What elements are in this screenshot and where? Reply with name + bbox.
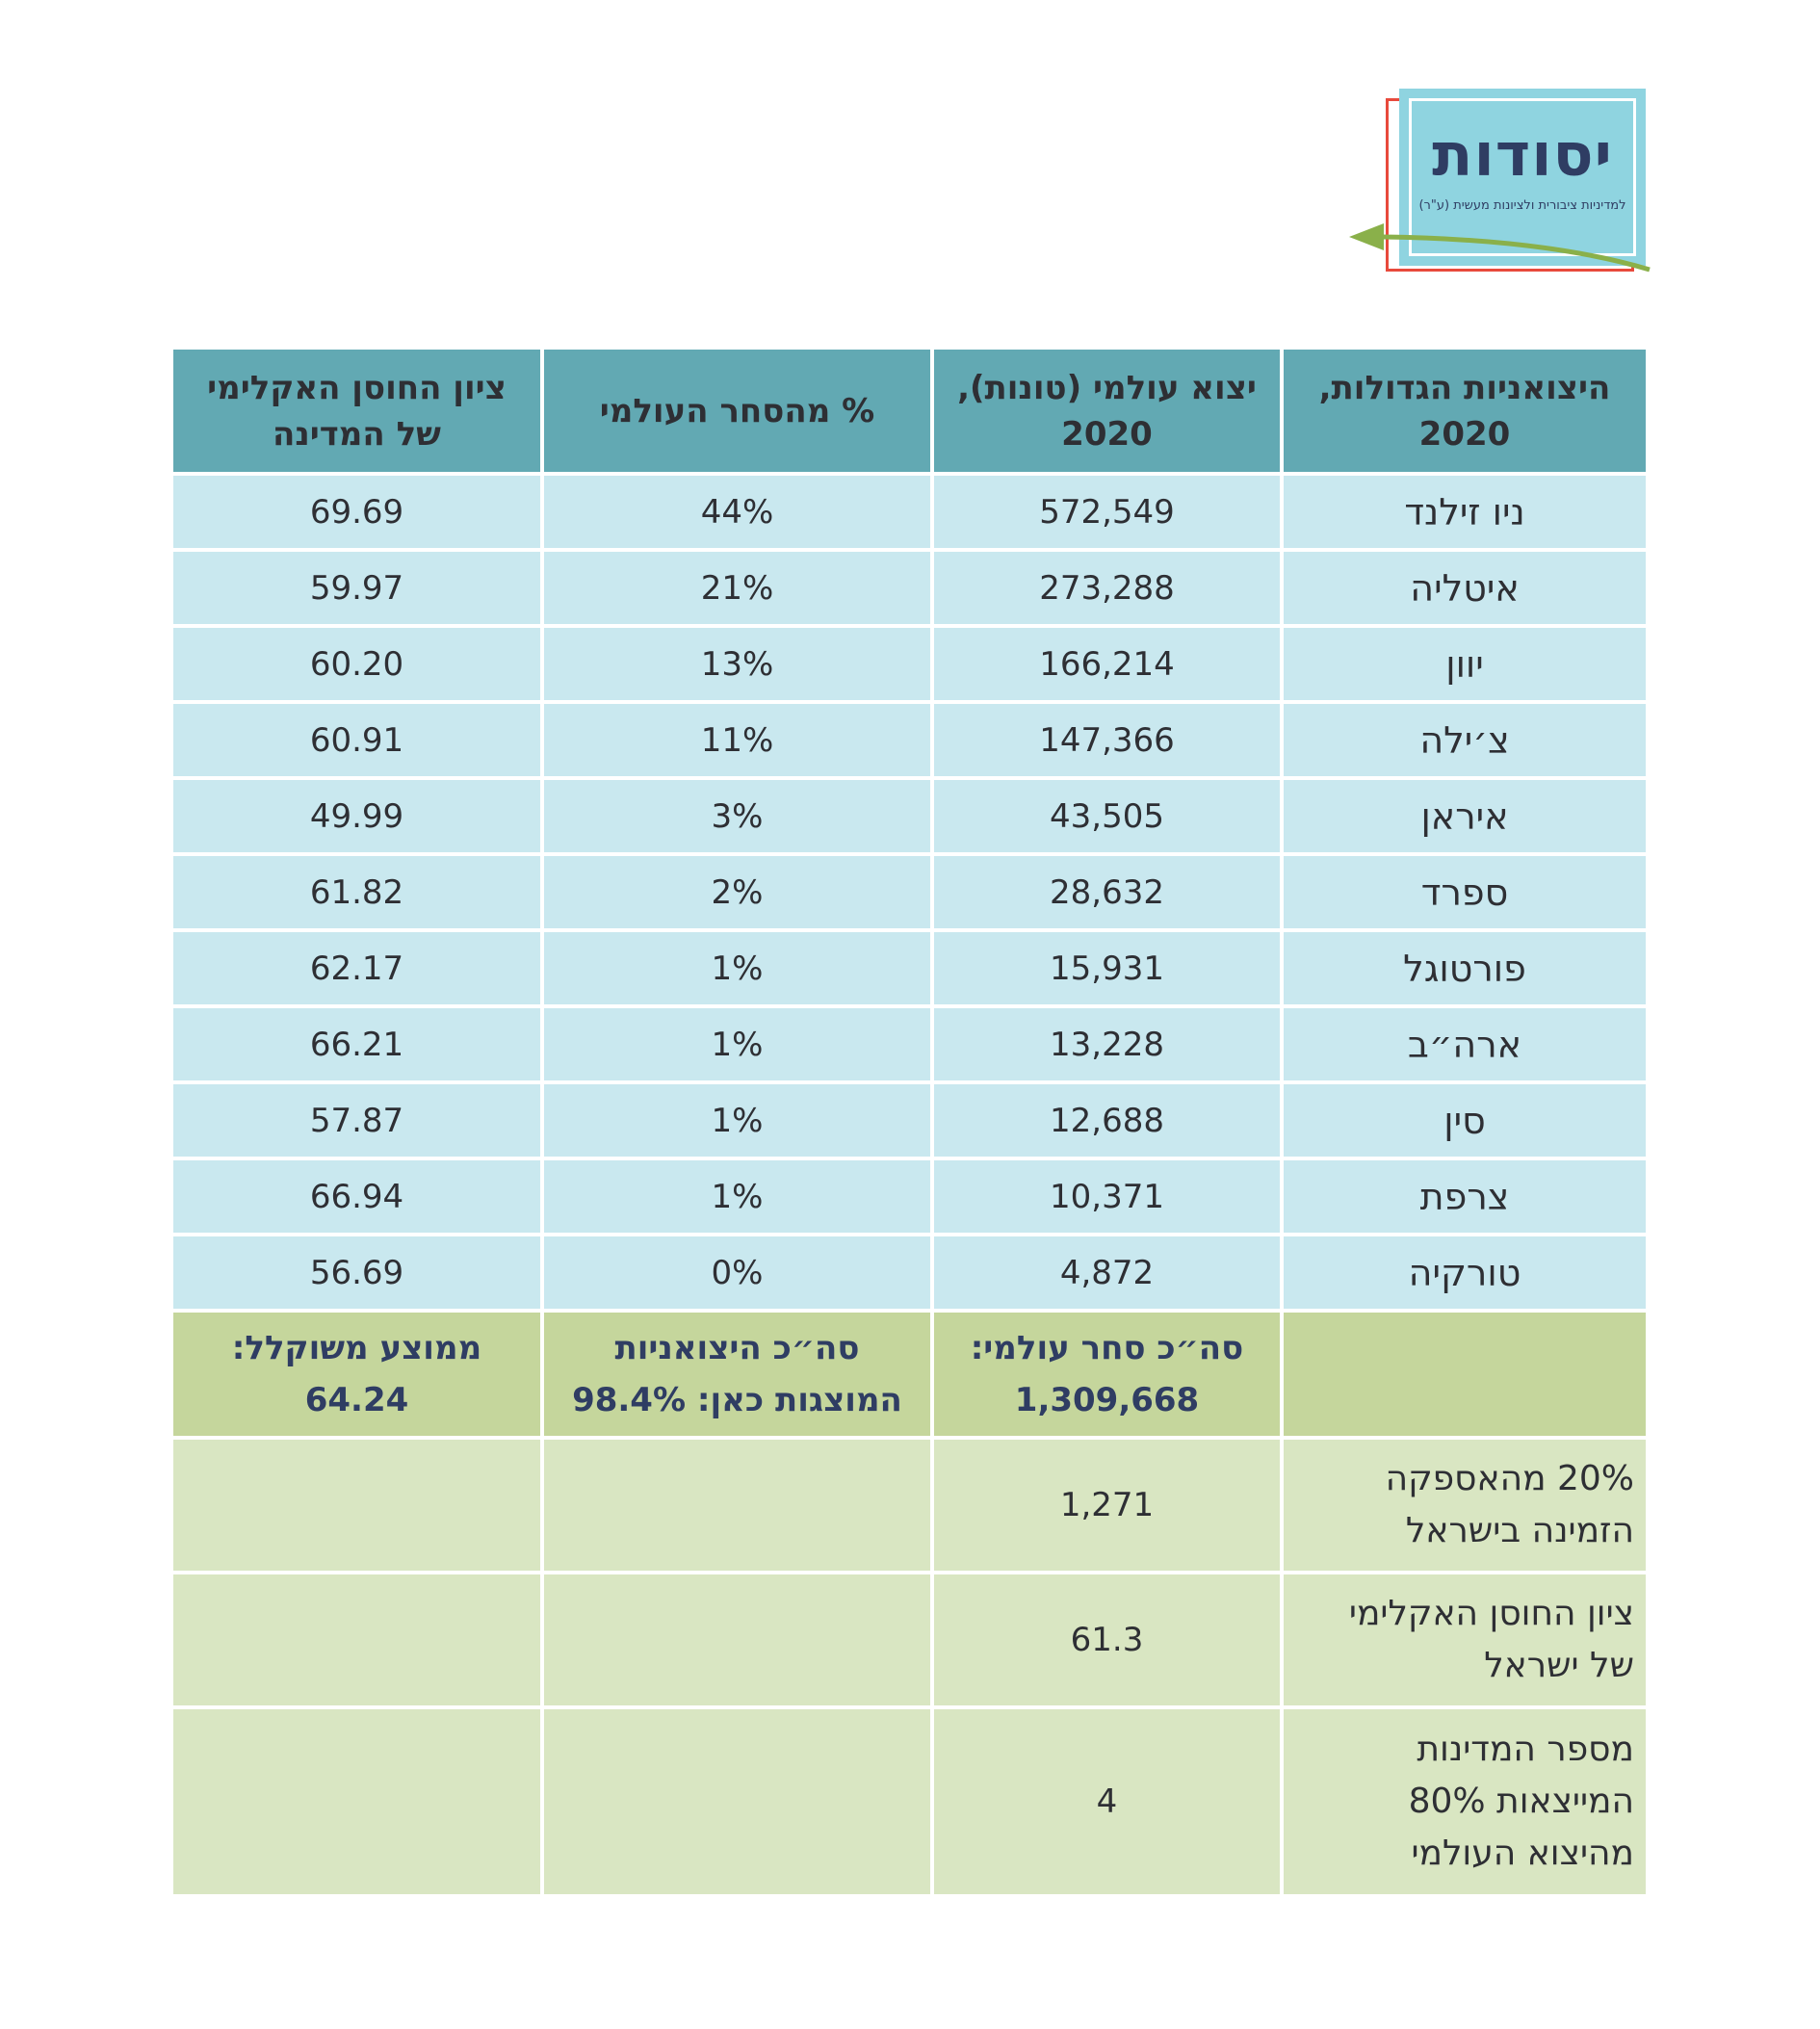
- empty-cell: [169, 1705, 544, 1898]
- score-cell: 62.17: [169, 928, 544, 1008]
- header-top-exporters: היצואניות הגדולות, 2020: [1280, 346, 1650, 476]
- exports-cell: 43,505: [930, 776, 1284, 856]
- table-row: ארה״ב 13,228 1% 66.21: [169, 1004, 1650, 1084]
- score-cell: 57.87: [169, 1080, 544, 1160]
- score-cell: 69.69: [169, 472, 544, 552]
- country-cell: טורקיה: [1280, 1233, 1650, 1313]
- logo: יסודות למדיניות ציבורית ולציונות מעשית (…: [1343, 85, 1651, 283]
- country-cell: צ׳ילה: [1280, 700, 1650, 780]
- table-row: פורטוגל 15,931 1% 62.17: [169, 928, 1650, 1008]
- country-cell: יוון: [1280, 624, 1650, 704]
- country-cell: צרפת: [1280, 1157, 1650, 1236]
- table-row: טורקיה 4,872 0% 56.69: [169, 1233, 1650, 1313]
- israel-supply-row: 20% מהאספקה הזמינה בישראל 1,271: [169, 1436, 1650, 1574]
- table-row: ספרד 28,632 2% 61.82: [169, 852, 1650, 932]
- country-cell: ארה״ב: [1280, 1004, 1650, 1084]
- score-cell: 56.69: [169, 1233, 544, 1313]
- score-cell: 66.94: [169, 1157, 544, 1236]
- israel-supply-value: 1,271: [930, 1436, 1284, 1574]
- empty-cell: [540, 1436, 934, 1574]
- exports-cell: 15,931: [930, 928, 1284, 1008]
- exporters-count-value: 4: [930, 1705, 1284, 1898]
- table-row: צ׳ילה 147,366 11% 60.91: [169, 700, 1650, 780]
- exports-cell: 4,872: [930, 1233, 1284, 1313]
- logo-white-frame: [1409, 98, 1636, 256]
- totals-empty-cell: [1280, 1309, 1650, 1440]
- score-cell: 49.99: [169, 776, 544, 856]
- table-row: סין 12,688 1% 57.87: [169, 1080, 1650, 1160]
- empty-cell: [169, 1436, 544, 1574]
- header-world-trade-share: % מהסחר העולמי: [540, 346, 934, 476]
- header-world-exports: יצוא עולמי (טונות), 2020: [930, 346, 1284, 476]
- totals-share-cell: סה״כ היצואניות המוצגות כאן: 98.4%: [540, 1309, 934, 1440]
- header-climate-score: ציון החוסן האקלימי של המדינה: [169, 346, 544, 476]
- empty-cell: [540, 1571, 934, 1709]
- share-cell: 1%: [540, 1157, 934, 1236]
- israel-supply-label: 20% מהאספקה הזמינה בישראל: [1280, 1436, 1650, 1574]
- share-cell: 1%: [540, 1080, 934, 1160]
- table-header-row: היצואניות הגדולות, 2020 יצוא עולמי (טונו…: [169, 346, 1650, 476]
- share-cell: 2%: [540, 852, 934, 932]
- totals-row: סה״כ סחר עולמי: 1,309,668 סה״כ היצואניות…: [169, 1309, 1650, 1440]
- logo-tagline: למדיניות ציבורית ולציונות מעשית (ע"ר): [1418, 198, 1626, 213]
- exports-cell: 147,366: [930, 700, 1284, 780]
- exports-cell: 13,228: [930, 1004, 1284, 1084]
- share-cell: 21%: [540, 548, 934, 628]
- logo-arrow-icon: [1349, 223, 1651, 273]
- exports-cell: 572,549: [930, 472, 1284, 552]
- share-cell: 1%: [540, 1004, 934, 1084]
- exports-cell: 12,688: [930, 1080, 1284, 1160]
- empty-cell: [540, 1705, 934, 1898]
- country-cell: איראן: [1280, 776, 1650, 856]
- score-cell: 66.21: [169, 1004, 544, 1084]
- score-cell: 59.97: [169, 548, 544, 628]
- country-cell: סין: [1280, 1080, 1650, 1160]
- score-cell: 60.20: [169, 624, 544, 704]
- country-cell: איטליה: [1280, 548, 1650, 628]
- exporters-count-row: מספר המדינות המייצאות 80% מהיצוא העולמי …: [169, 1705, 1650, 1898]
- share-cell: 11%: [540, 700, 934, 780]
- exports-table: היצואניות הגדולות, 2020 יצוא עולמי (טונו…: [169, 346, 1650, 1898]
- country-cell: ניו זילנד: [1280, 472, 1650, 552]
- table-row: איטליה 273,288 21% 59.97: [169, 548, 1650, 628]
- table-row: יוון 166,214 13% 60.20: [169, 624, 1650, 704]
- israel-climate-score-row: ציון החוסן האקלימי של ישראל 61.3: [169, 1571, 1650, 1709]
- israel-climate-score-value: 61.3: [930, 1571, 1284, 1709]
- israel-climate-score-label: ציון החוסן האקלימי של ישראל: [1280, 1571, 1650, 1709]
- table-row: איראן 43,505 3% 49.99: [169, 776, 1650, 856]
- share-cell: 0%: [540, 1233, 934, 1313]
- exports-cell: 166,214: [930, 624, 1284, 704]
- exporters-count-label: מספר המדינות המייצאות 80% מהיצוא העולמי: [1280, 1705, 1650, 1898]
- score-cell: 61.82: [169, 852, 544, 932]
- table-row: ניו זילנד 572,549 44% 69.69: [169, 472, 1650, 552]
- totals-exports-cell: סה״כ סחר עולמי: 1,309,668: [930, 1309, 1284, 1440]
- country-cell: פורטוגל: [1280, 928, 1650, 1008]
- logo-brand-text: יסודות: [1432, 119, 1613, 190]
- share-cell: 3%: [540, 776, 934, 856]
- share-cell: 44%: [540, 472, 934, 552]
- totals-score-cell: ממוצע משוקלל: 64.24: [169, 1309, 544, 1440]
- exports-cell: 28,632: [930, 852, 1284, 932]
- table-row: צרפת 10,371 1% 66.94: [169, 1157, 1650, 1236]
- score-cell: 60.91: [169, 700, 544, 780]
- exports-cell: 10,371: [930, 1157, 1284, 1236]
- share-cell: 13%: [540, 624, 934, 704]
- exports-cell: 273,288: [930, 548, 1284, 628]
- country-cell: ספרד: [1280, 852, 1650, 932]
- share-cell: 1%: [540, 928, 934, 1008]
- empty-cell: [169, 1571, 544, 1709]
